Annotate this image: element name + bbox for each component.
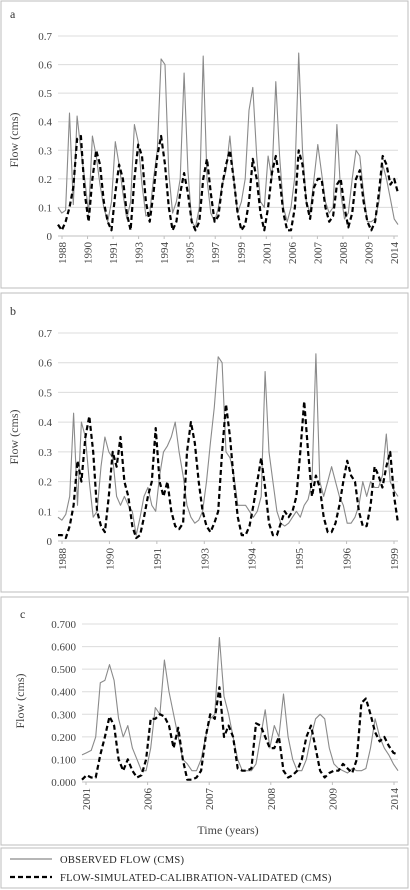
panel-c-letter: c: [20, 607, 25, 621]
y-tick-label: 0.6: [38, 60, 52, 72]
simulated-series-line: [58, 400, 400, 540]
panel-a-plot: 0 0.1 0.2 0.3 0.4 0.5 0.6 0.7 1988 1990 1991 1993 19…: [38, 31, 401, 264]
x-tick-label: 1996: [342, 548, 354, 571]
y-tick-label: 0.100: [51, 754, 76, 766]
y-tick-label: 0.4: [38, 417, 52, 429]
panel-a-letter: a: [10, 7, 16, 21]
panel-b-ylabel: Flow (cms): [7, 410, 21, 465]
panel-b-plot: 0 0.1 0.2 0.3 0.4 0.5 0.6 0.7 1988 1990 1991 1993 19…: [38, 328, 401, 570]
x-tick-label: 2007: [204, 788, 216, 811]
y-tick-label: 0.700: [51, 619, 76, 631]
x-tick-label: 1999: [236, 242, 248, 265]
panel-a-frame: [0, 0, 409, 289]
x-tick-label: 1995: [185, 242, 197, 265]
y-tick-label: 0.2: [38, 477, 52, 489]
y-tick-label: 0.3: [38, 447, 52, 459]
x-tick-label: 1999: [389, 548, 401, 571]
y-tick-label: 0.7: [38, 31, 52, 43]
y-tick-label: 0: [47, 536, 53, 548]
y-tick-label: 0.200: [51, 732, 76, 744]
observed-series-line: [81, 636, 399, 774]
x-tick-label: 1994: [247, 548, 259, 571]
x-axis-label: Time (years): [197, 823, 258, 837]
panel-c-frame: [0, 596, 409, 846]
x-tick-label: 2008: [266, 788, 278, 811]
simulated-series-line: [81, 686, 399, 781]
x-tick-label: 2007: [312, 242, 324, 265]
x-tick-label: 1988: [57, 242, 69, 265]
simulated-series-line: [57, 134, 400, 232]
x-tick-label: 1990: [104, 548, 116, 571]
observed-series-line: [57, 52, 399, 228]
panel-a: a Flow (cms) 0 0.1 0.2 0.3 0.4 0.5 0.6 0.7 1988 1…: [0, 0, 409, 289]
panel-b: b Flow (cms) 0 0.1 0.2 0.3 0.4 0.5 0.6 0.7 1988 1…: [0, 292, 409, 593]
y-tick-label: 0.4: [38, 117, 52, 129]
y-tick-label: 0.7: [38, 328, 52, 340]
legend-simulated-label: FLOW-SIMULATED-CALIBRATION-VALIDATED (CM…: [60, 873, 332, 884]
y-tick-label: 0.2: [38, 174, 52, 186]
x-tick-label: 2008: [338, 242, 350, 265]
y-tick-label: 0.000: [51, 777, 76, 789]
y-tick-label: 0: [47, 231, 53, 243]
y-tick-label: 0.500: [51, 664, 76, 676]
y-tick-label: 0.1: [38, 506, 52, 518]
legend: OBSERVED FLOW (CMS) FLOW-SIMULATED-CALIB…: [0, 847, 409, 889]
x-tick-label: 2001: [81, 788, 93, 810]
panel-c-plot: 0.000 0.100 0.200 0.300 0.400 0.500 0.600 0.700…: [51, 619, 401, 810]
x-tick-label: 1991: [108, 242, 120, 264]
x-tick-label: 1988: [57, 548, 69, 571]
x-tick-label: 1997: [210, 242, 222, 265]
y-tick-label: 0.5: [38, 88, 52, 100]
observed-series-line: [57, 353, 399, 536]
panel-c-ylabel: Flow (cms): [13, 674, 27, 729]
legend-frame: [0, 847, 409, 889]
x-tick-label: 2014: [389, 242, 401, 265]
x-tick-label: 2006: [143, 788, 155, 811]
x-tick-label: 2006: [287, 242, 299, 265]
y-tick-label: 0.6: [38, 358, 52, 370]
y-tick-label: 0.400: [51, 687, 76, 699]
x-tick-label: 2009: [327, 788, 339, 811]
x-tick-label: 1993: [134, 242, 146, 265]
x-tick-label: 2014: [389, 788, 401, 811]
y-tick-label: 0.600: [51, 642, 76, 654]
x-tick-label: 1994: [159, 242, 171, 265]
panel-b-letter: b: [10, 304, 16, 318]
x-tick-label: 2001: [261, 242, 273, 264]
x-tick-label: 2009: [363, 242, 375, 265]
x-tick-label: 1993: [199, 548, 211, 571]
panel-a-ylabel: Flow (cms): [7, 113, 21, 168]
panel-c: c Flow (cms) 0.0000.1000.2000.3000.4000.…: [0, 596, 409, 846]
x-tick-label: 1990: [83, 242, 95, 265]
y-tick-label: 0.1: [38, 202, 52, 214]
y-tick-label: 0.300: [51, 709, 76, 721]
panel-b-frame: [0, 292, 409, 593]
y-tick-label: 0.5: [38, 387, 52, 399]
x-tick-label: 1995: [294, 548, 306, 571]
legend-observed-label: OBSERVED FLOW (CMS): [60, 855, 184, 866]
x-tick-label: 1991: [152, 548, 164, 570]
y-tick-label: 0.3: [38, 145, 52, 157]
